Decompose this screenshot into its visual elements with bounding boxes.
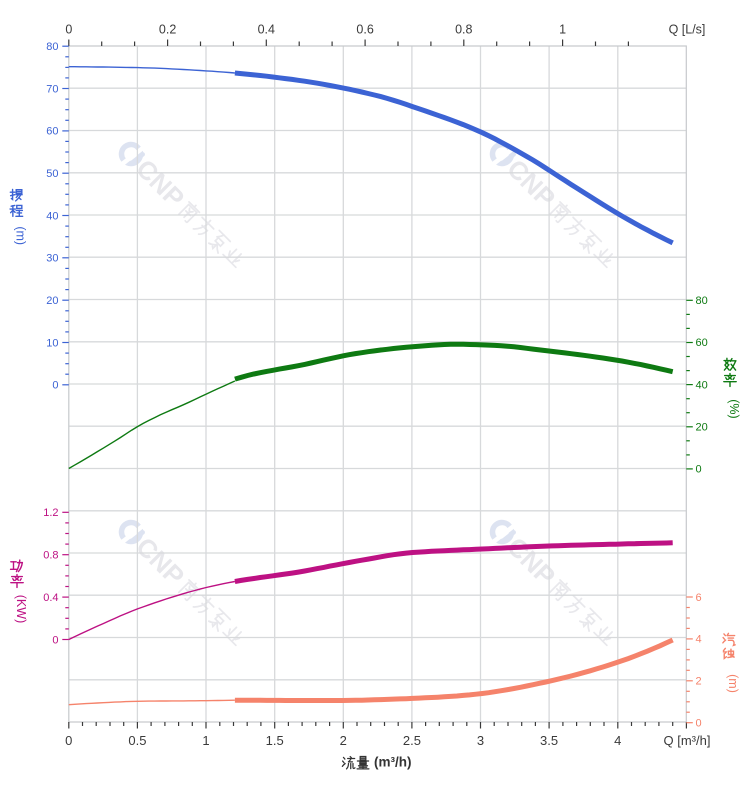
svg-text:0.5: 0.5 bbox=[128, 733, 146, 748]
svg-text:0: 0 bbox=[696, 464, 702, 476]
svg-text:80: 80 bbox=[46, 41, 58, 53]
svg-text:3.5: 3.5 bbox=[540, 733, 558, 748]
svg-text:4: 4 bbox=[614, 733, 621, 748]
svg-text:80: 80 bbox=[696, 295, 708, 307]
svg-text:(m): (m) bbox=[14, 226, 28, 245]
svg-text:1: 1 bbox=[202, 733, 209, 748]
svg-text:0: 0 bbox=[65, 733, 72, 748]
svg-text:0: 0 bbox=[65, 23, 72, 37]
svg-text:30: 30 bbox=[46, 253, 58, 265]
svg-text:1.5: 1.5 bbox=[266, 733, 284, 748]
svg-text:60: 60 bbox=[46, 126, 58, 138]
svg-text:40: 40 bbox=[46, 210, 58, 222]
svg-text:2: 2 bbox=[340, 733, 347, 748]
svg-text:0.8: 0.8 bbox=[455, 23, 472, 37]
svg-text:2.5: 2.5 bbox=[403, 733, 421, 748]
svg-text:10: 10 bbox=[46, 337, 58, 349]
svg-text:0.8: 0.8 bbox=[43, 550, 58, 562]
svg-text:(m): (m) bbox=[726, 674, 740, 693]
svg-text:0: 0 bbox=[52, 634, 58, 646]
svg-text:(m³/h): (m³/h) bbox=[374, 755, 412, 770]
svg-text:0.6: 0.6 bbox=[356, 23, 373, 37]
svg-text:4: 4 bbox=[696, 634, 702, 646]
svg-text:0.2: 0.2 bbox=[159, 23, 176, 37]
svg-text:40: 40 bbox=[696, 379, 708, 391]
svg-text:0: 0 bbox=[52, 380, 58, 392]
svg-text:(%): (%) bbox=[727, 399, 741, 418]
svg-text:50: 50 bbox=[46, 168, 58, 180]
svg-text:0.4: 0.4 bbox=[43, 592, 58, 604]
svg-text:60: 60 bbox=[696, 337, 708, 349]
svg-text:Q [L/s]: Q [L/s] bbox=[669, 23, 706, 37]
svg-text:20: 20 bbox=[696, 422, 708, 434]
svg-text:3: 3 bbox=[477, 733, 484, 748]
svg-text:70: 70 bbox=[46, 83, 58, 95]
svg-text:1.2: 1.2 bbox=[43, 507, 58, 519]
svg-text:Q [m³/h]: Q [m³/h] bbox=[664, 733, 711, 748]
svg-text:2: 2 bbox=[696, 676, 702, 688]
svg-text:0.4: 0.4 bbox=[258, 23, 275, 37]
svg-text:(KW): (KW) bbox=[14, 595, 28, 623]
svg-text:6: 6 bbox=[696, 592, 702, 604]
svg-text:1: 1 bbox=[559, 23, 566, 37]
svg-text:0: 0 bbox=[696, 718, 702, 730]
svg-text:20: 20 bbox=[46, 295, 58, 307]
